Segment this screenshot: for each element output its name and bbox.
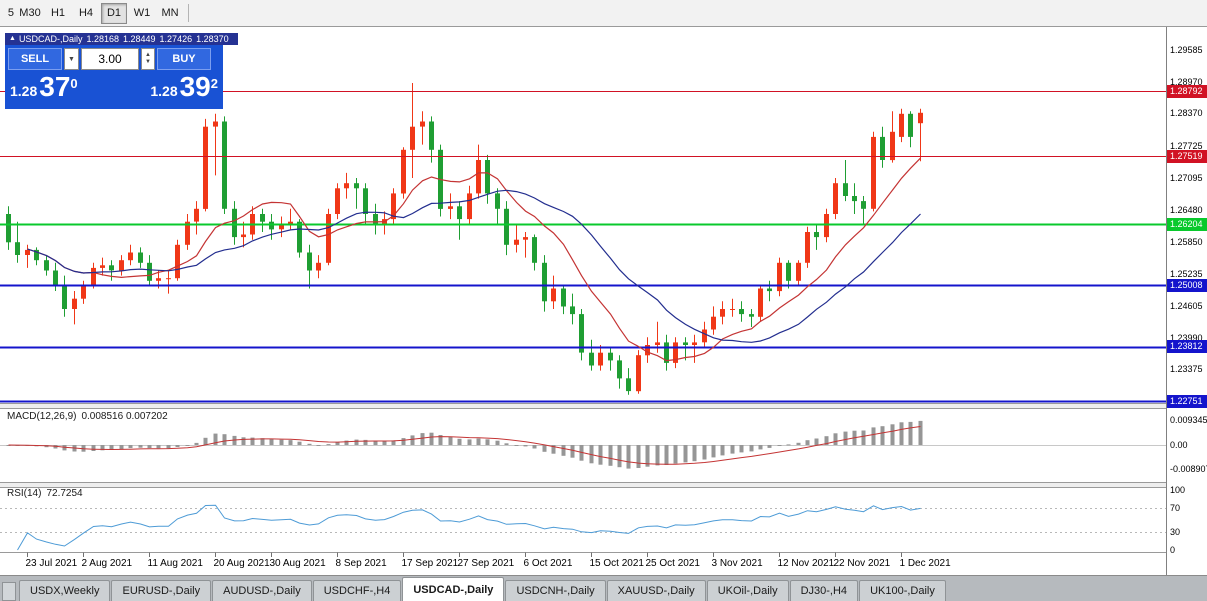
stepper-down-icon: ▼ xyxy=(145,59,151,65)
macd-axis-label: -0.008907 xyxy=(1170,464,1207,475)
symbol-title: USDCAD-,Daily xyxy=(18,34,83,44)
price-axis-label: 1.23990 xyxy=(1170,332,1203,343)
buy-button[interactable]: BUY xyxy=(157,48,211,70)
moving-averages-layer xyxy=(27,157,921,362)
rsi-value: 72.7254 xyxy=(46,488,83,499)
one-click-trading-panel: SELL ▼ ▲ ▼ BUY 1.28 37 0 1.28 39 2 xyxy=(5,45,223,109)
timeframe-button-d1[interactable]: D1 xyxy=(101,2,127,24)
bid-big-digits: 37 xyxy=(39,71,71,102)
timeframe-toolbar: 5 M30 H1 H4 D1 W1 MN xyxy=(0,0,1207,27)
bid-pip-digit: 0 xyxy=(70,76,78,91)
date-label: 20 Aug 2021 xyxy=(213,558,270,569)
price-axis-label: 1.24605 xyxy=(1170,301,1203,312)
price-level-tag: 1.25008 xyxy=(1167,278,1207,292)
bid-prefix: 1.28 xyxy=(10,83,38,99)
price-level-tag: 1.28792 xyxy=(1167,84,1207,98)
rsi-layer xyxy=(0,504,1166,551)
price-level-tag: 1.23812 xyxy=(1167,340,1207,354)
date-label: 1 Dec 2021 xyxy=(899,558,951,569)
ask-price: 1.28 39 2 xyxy=(150,72,218,102)
date-label: 17 Sep 2021 xyxy=(401,558,459,569)
rsi-axis-label: 0 xyxy=(1170,545,1176,555)
date-label: 2 Aug 2021 xyxy=(81,558,133,569)
price-axis-label: 1.28370 xyxy=(1170,107,1203,118)
date-label: 6 Oct 2021 xyxy=(523,558,573,569)
macd-label: MACD(12,26,9) xyxy=(7,411,77,422)
price-axis-label: 1.23375 xyxy=(1170,364,1203,375)
tab-ukoil-daily[interactable]: UKOil-,Daily xyxy=(706,580,789,601)
rsi-panel-title: RSI(14) 72.7254 xyxy=(7,488,88,499)
volume-stepper[interactable]: ▲ ▼ xyxy=(141,48,155,70)
price-axis-label: 1.27095 xyxy=(1170,173,1203,184)
date-label: 15 Oct 2021 xyxy=(589,558,644,569)
symbol-marker-icon: ▲ xyxy=(9,35,16,42)
price-level-tag: 1.27519 xyxy=(1167,149,1207,163)
level-lines-layer[interactable] xyxy=(0,90,1166,403)
price-axis[interactable]: 1.29585 1.28970 1.28370 1.27725 1.27095 1.264… xyxy=(1166,27,1207,575)
tab-usdx-weekly[interactable]: USDX,Weekly xyxy=(19,580,111,601)
ask-prefix: 1.28 xyxy=(150,83,178,99)
ask-big-digits: 39 xyxy=(179,71,211,102)
timeframe-button-h1[interactable]: H1 xyxy=(50,7,66,19)
price-axis-label: 1.27725 xyxy=(1170,140,1203,151)
macd-axis-label: 0.00 xyxy=(1170,440,1188,450)
tab-uk100-daily[interactable]: UK100-,Daily xyxy=(859,580,946,601)
price-axis-label: 1.29585 xyxy=(1170,45,1203,56)
tab-usdchf-h4[interactable]: USDCHF-,H4 xyxy=(312,580,402,601)
date-label: 3 Nov 2021 xyxy=(711,558,763,569)
date-label: 23 Jul 2021 xyxy=(25,558,78,569)
date-label: 8 Sep 2021 xyxy=(335,558,387,569)
price-axis-label: 1.28970 xyxy=(1170,76,1203,87)
tab-corner-button[interactable] xyxy=(2,582,16,601)
date-label: 25 Oct 2021 xyxy=(645,558,700,569)
timeframe-button-5[interactable]: 5 xyxy=(7,7,14,19)
timeframe-button-w1[interactable]: W1 xyxy=(133,7,151,19)
volume-input[interactable] xyxy=(81,48,139,70)
rsi-axis-label: 100 xyxy=(1170,485,1186,495)
price-axis-label: 1.26480 xyxy=(1170,204,1203,215)
rsi-label: RSI(14) xyxy=(7,488,42,499)
price-level-tag: 1.26204 xyxy=(1167,217,1207,231)
time-ticks-layer xyxy=(27,552,902,557)
tab-eurusd-daily[interactable]: EURUSD-,Daily xyxy=(111,580,212,601)
ohlc-close: 1.28370 xyxy=(196,34,229,44)
chart-canvas[interactable] xyxy=(0,27,1166,575)
date-label: 30 Aug 2021 xyxy=(269,558,326,569)
timeframe-button-mn[interactable]: MN xyxy=(161,7,179,19)
price-axis-label: 1.25235 xyxy=(1170,268,1203,279)
rsi-axis-label: 70 xyxy=(1170,503,1181,513)
price-axis-label: 1.25850 xyxy=(1170,237,1203,248)
rsi-axis-label: 30 xyxy=(1170,527,1181,537)
date-label: 22 Nov 2021 xyxy=(833,558,891,569)
ohlc-open: 1.28168 xyxy=(86,34,119,44)
tab-dj30-h4[interactable]: DJ30-,H4 xyxy=(789,580,859,601)
bid-price: 1.28 37 0 xyxy=(10,72,78,102)
ohlc-low: 1.27426 xyxy=(159,34,193,44)
tab-usdcad-daily[interactable]: USDCAD-,Daily xyxy=(402,577,505,601)
chart-title-bar: ▲ USDCAD-,Daily 1.28168 1.28449 1.27426 … xyxy=(5,33,238,45)
macd-axis-label: 0.009345 xyxy=(1170,414,1207,425)
volume-dropdown-button[interactable]: ▼ xyxy=(64,48,79,70)
date-label: 12 Nov 2021 xyxy=(777,558,835,569)
ohlc-high: 1.28449 xyxy=(123,34,156,44)
chevron-down-icon: ▼ xyxy=(68,55,75,63)
timeframe-button-h4[interactable]: H4 xyxy=(78,7,94,19)
price-level-tag: 1.22751 xyxy=(1167,394,1207,408)
tab-audusd-daily[interactable]: AUDUSD-,Daily xyxy=(212,580,312,601)
date-label: 27 Sep 2021 xyxy=(457,558,515,569)
tab-xauusd-daily[interactable]: XAUUSD-,Daily xyxy=(606,580,706,601)
time-axis[interactable]: 23 Jul 2021 2 Aug 2021 11 Aug 2021 20 Aug 2… xyxy=(0,552,1166,575)
ask-pip-digit: 2 xyxy=(210,76,218,91)
toolbar-separator xyxy=(188,4,189,22)
sell-button[interactable]: SELL xyxy=(8,48,62,70)
macd-panel-title: MACD(12,26,9) 0.008516 0.007202 xyxy=(7,411,173,422)
stepper-up-icon: ▲ xyxy=(145,52,151,58)
date-label: 11 Aug 2021 xyxy=(147,558,203,569)
macd-layer xyxy=(0,420,1166,469)
tab-usdcnh-daily[interactable]: USDCNH-,Daily xyxy=(505,580,606,601)
macd-values: 0.008516 0.007202 xyxy=(81,411,168,422)
chart-tabs-bar: USDX,Weekly EURUSD-,Daily AUDUSD-,Daily USD… xyxy=(0,575,1207,601)
timeframe-button-m30[interactable]: M30 xyxy=(19,7,41,19)
